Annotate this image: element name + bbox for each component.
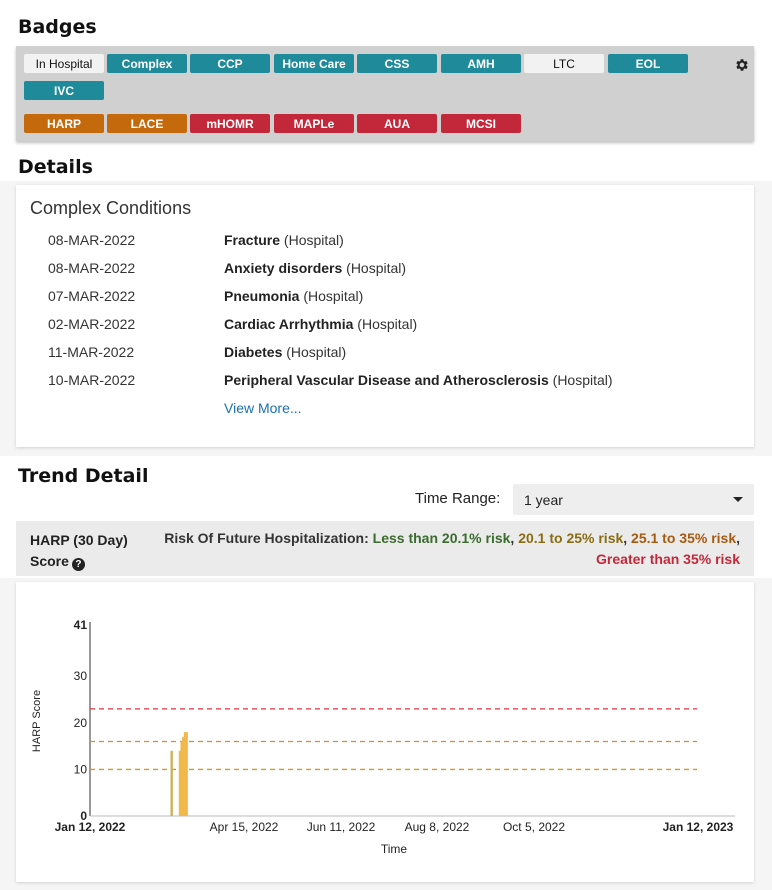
trend-detail-title: Trend Detail: [18, 465, 149, 487]
card-title: Complex Conditions: [30, 198, 192, 218]
badge-lace[interactable]: LACE: [107, 114, 187, 133]
score-title-line1: HARP (30 Day): [30, 532, 128, 548]
badge-maple[interactable]: MAPLe: [274, 114, 354, 133]
condition-item: Cardiac Arrhythmia (Hospital): [224, 316, 417, 332]
caret-down-icon: [733, 497, 743, 502]
badge-amh[interactable]: AMH: [441, 54, 521, 73]
risk-very-high: Greater than 35% risk: [596, 551, 740, 567]
risk-separator: ,: [510, 530, 515, 546]
complex-conditions-card: [16, 185, 754, 447]
details-title: Details: [18, 156, 93, 178]
condition-source: (Hospital): [548, 372, 613, 388]
condition-name: Anxiety disorders: [224, 260, 343, 276]
score-title-line2: Score: [30, 553, 69, 569]
condition-source: (Hospital): [299, 288, 364, 304]
condition-date: 07-MAR-2022: [48, 288, 136, 304]
condition-name: Diabetes: [224, 344, 283, 360]
condition-source: (Hospital): [280, 232, 344, 248]
badge-ltc[interactable]: LTC: [524, 54, 604, 73]
risk-legend-line2: Greater than 35% risk: [596, 551, 740, 567]
badge-complex[interactable]: Complex: [107, 54, 187, 73]
risk-high: 25.1 to 35% risk: [631, 530, 737, 546]
score-title: HARP (30 Day) Score?: [30, 530, 128, 572]
badge-mcsi[interactable]: MCSI: [441, 114, 521, 133]
condition-date: 11-MAR-2022: [48, 344, 135, 360]
risk-prefix: Risk Of Future Hospitalization:: [164, 530, 369, 546]
score-header: [16, 521, 754, 576]
badge-mhomr[interactable]: mHOMR: [190, 114, 270, 133]
badge-css[interactable]: CSS: [357, 54, 437, 73]
condition-item: Diabetes (Hospital): [224, 344, 346, 360]
condition-name: Cardiac Arrhythmia: [224, 316, 354, 332]
condition-date: 02-MAR-2022: [48, 316, 136, 332]
condition-date: 08-MAR-2022: [48, 232, 136, 248]
risk-separator: ,: [736, 530, 740, 546]
condition-source: (Hospital): [353, 316, 418, 332]
condition-name: Pneumonia: [224, 288, 300, 304]
time-range-label: Time Range:: [415, 490, 501, 507]
condition-name: Peripheral Vascular Disease and Atherosc…: [224, 372, 549, 388]
badge-harp[interactable]: HARP: [24, 114, 104, 133]
gear-icon[interactable]: [734, 57, 750, 73]
condition-name: Fracture: [224, 232, 281, 248]
risk-legend-line1: Risk Of Future Hospitalization: Less tha…: [164, 530, 740, 546]
condition-source: (Hospital): [282, 344, 347, 360]
question-circle-icon[interactable]: ?: [71, 558, 85, 571]
time-range-select[interactable]: 1 year: [513, 484, 754, 515]
condition-source: (Hospital): [342, 260, 407, 276]
condition-date: 08-MAR-2022: [48, 260, 136, 276]
risk-separator: ,: [623, 530, 628, 546]
badge-ivc[interactable]: IVC: [24, 81, 104, 100]
badge-in-hospital[interactable]: In Hospital: [24, 54, 104, 73]
condition-item: Fracture (Hospital): [224, 232, 344, 248]
risk-mid: 20.1 to 25% risk: [518, 530, 624, 546]
condition-item: Peripheral Vascular Disease and Atherosc…: [224, 372, 613, 388]
view-more-link[interactable]: View More...: [224, 400, 302, 416]
badges-title: Badges: [18, 16, 97, 38]
condition-date: 10-MAR-2022: [48, 372, 136, 388]
badge-eol[interactable]: EOL: [608, 54, 688, 73]
condition-item: Pneumonia (Hospital): [224, 288, 363, 304]
condition-item: Anxiety disorders (Hospital): [224, 260, 406, 276]
badge-ccp[interactable]: CCP: [190, 54, 270, 73]
risk-low: Less than 20.1% risk: [372, 530, 511, 546]
badge-aua[interactable]: AUA: [357, 114, 437, 133]
time-range-value: 1 year: [524, 492, 563, 508]
badge-home-care[interactable]: Home Care: [274, 54, 354, 73]
harp-chart-card: [16, 582, 754, 882]
